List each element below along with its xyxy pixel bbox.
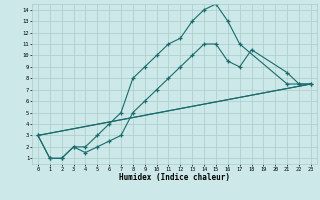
X-axis label: Humidex (Indice chaleur): Humidex (Indice chaleur) [119, 173, 230, 182]
